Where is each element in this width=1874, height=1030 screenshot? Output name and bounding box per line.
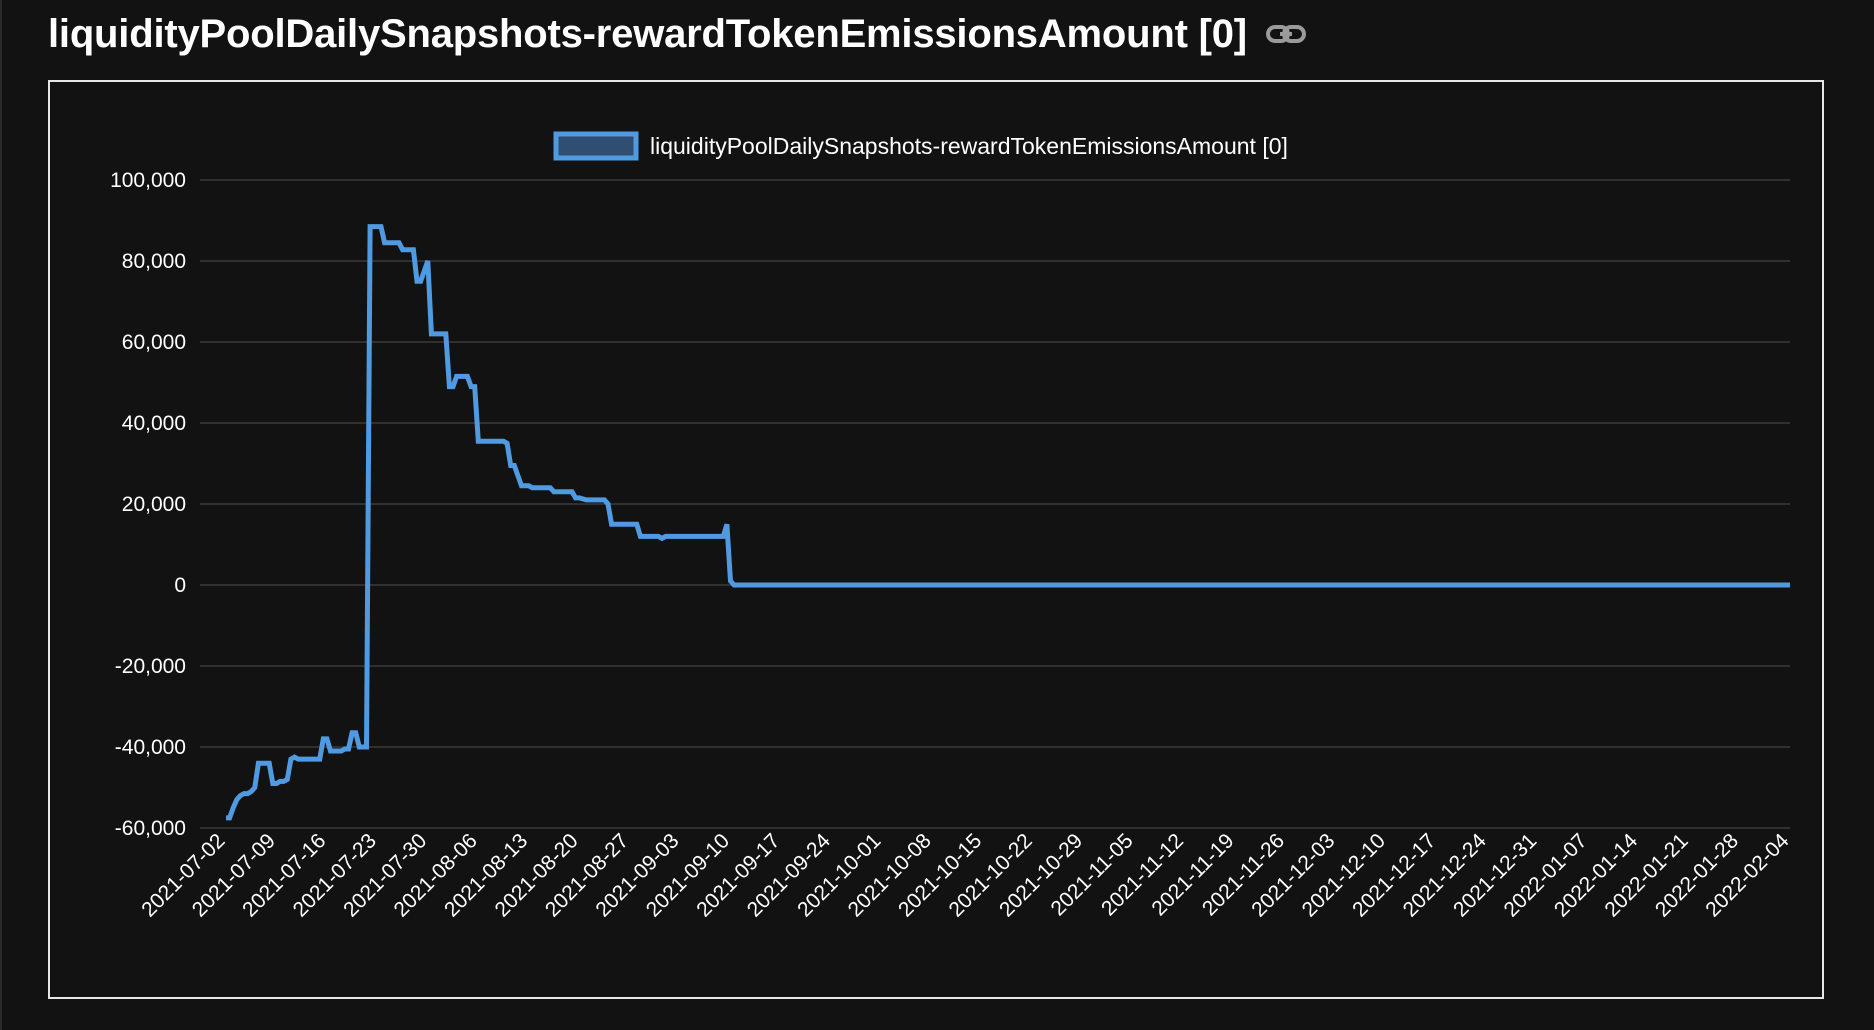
y-tick-label: 20,000 (122, 493, 186, 516)
grid-lines (200, 179, 1790, 829)
series-line (226, 224, 1790, 821)
link-icon[interactable] (1265, 20, 1307, 48)
y-tick-label: -60,000 (115, 817, 186, 840)
y-tick-label: -20,000 (115, 655, 186, 678)
line-chart: 100,000 80,000 60,000 40,000 20,000 0 -20,000 -… (110, 131, 1794, 921)
x-axis: 2021-07-022021-07-092021-07-162021-07-23… (137, 829, 1793, 921)
series-group (226, 224, 1790, 821)
left-edge-strip (0, 0, 2, 1030)
y-tick-label: 100,000 (110, 169, 186, 192)
y-tick-label: 0 (174, 574, 186, 597)
legend-label[interactable]: liquidityPoolDailySnapshots-rewardTokenE… (650, 133, 1288, 159)
y-tick-label: 60,000 (122, 331, 186, 354)
legend[interactable]: liquidityPoolDailySnapshots-rewardTokenE… (553, 131, 1288, 161)
y-tick-label: 40,000 (122, 412, 186, 435)
chart-container: 100,000 80,000 60,000 40,000 20,000 0 -20,000 -… (48, 80, 1824, 999)
legend-swatch[interactable] (553, 131, 639, 161)
chart-header: liquidityPoolDailySnapshots-rewardTokenE… (48, 4, 1307, 64)
y-tick-label: 80,000 (122, 250, 186, 273)
y-tick-label: -40,000 (115, 736, 186, 759)
page-title: liquidityPoolDailySnapshots-rewardTokenE… (48, 11, 1247, 56)
y-axis: 100,000 80,000 60,000 40,000 20,000 0 -20,000 -… (110, 169, 186, 840)
